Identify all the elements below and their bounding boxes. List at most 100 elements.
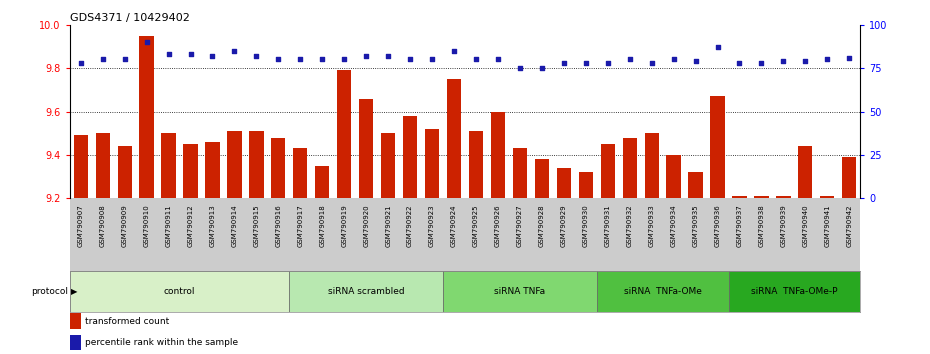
Bar	[140, 36, 153, 198]
Point	[183, 51, 198, 57]
Point	[711, 45, 725, 50]
Text: GSM790932: GSM790932	[627, 204, 632, 247]
Bar	[293, 148, 308, 198]
Text: GSM790923: GSM790923	[429, 204, 435, 247]
Bar	[820, 196, 834, 198]
Text: GSM790939: GSM790939	[780, 204, 787, 247]
Bar	[249, 131, 263, 198]
Text: GSM790917: GSM790917	[298, 204, 303, 247]
Bar	[272, 137, 286, 198]
Point	[446, 48, 461, 53]
Bar	[728, 271, 860, 312]
Bar	[381, 133, 395, 198]
Bar	[843, 157, 857, 198]
Bar	[183, 144, 198, 198]
Text: GSM790922: GSM790922	[407, 204, 413, 246]
Point	[798, 58, 813, 64]
Text: GSM790933: GSM790933	[648, 204, 655, 247]
Point	[732, 60, 747, 66]
Bar	[403, 116, 418, 198]
Bar	[512, 148, 527, 198]
Point	[380, 53, 395, 59]
Point	[161, 51, 176, 57]
Point	[271, 57, 286, 62]
Bar	[754, 196, 768, 198]
Bar	[469, 131, 483, 198]
Text: GSM790937: GSM790937	[737, 204, 742, 247]
Text: GSM790919: GSM790919	[341, 204, 347, 247]
Point	[73, 60, 88, 66]
Text: siRNA  TNFa-OMe: siRNA TNFa-OMe	[624, 287, 701, 296]
Point	[403, 57, 418, 62]
Point	[666, 57, 681, 62]
Bar	[777, 196, 790, 198]
Text: GSM790920: GSM790920	[364, 204, 369, 247]
Text: GSM790941: GSM790941	[824, 204, 830, 247]
Text: GSM790911: GSM790911	[166, 204, 171, 247]
Text: GSM790927: GSM790927	[517, 204, 523, 247]
Text: GSM790910: GSM790910	[143, 204, 150, 247]
Point	[842, 55, 857, 61]
Bar	[597, 271, 728, 312]
Text: siRNA scrambled: siRNA scrambled	[328, 287, 405, 296]
Bar	[70, 271, 289, 312]
Text: GSM790931: GSM790931	[604, 204, 611, 247]
Point	[337, 57, 352, 62]
Text: GSM790926: GSM790926	[495, 204, 501, 247]
Text: GSM790912: GSM790912	[188, 204, 193, 247]
Point	[688, 58, 703, 64]
Point	[117, 57, 132, 62]
Bar	[206, 142, 219, 198]
Bar	[447, 79, 461, 198]
Bar	[443, 271, 597, 312]
Point	[754, 60, 769, 66]
Text: siRNA  TNFa-OMe-P: siRNA TNFa-OMe-P	[751, 287, 838, 296]
Text: GSM790913: GSM790913	[209, 204, 216, 247]
Text: GSM790928: GSM790928	[538, 204, 545, 247]
Bar	[557, 168, 571, 198]
Point	[556, 60, 571, 66]
Text: GSM790907: GSM790907	[78, 204, 84, 247]
Point	[469, 57, 484, 62]
Text: GSM790921: GSM790921	[385, 204, 392, 247]
Text: GSM790930: GSM790930	[583, 204, 589, 247]
Text: GSM790934: GSM790934	[671, 204, 677, 247]
Text: GSM790938: GSM790938	[759, 204, 764, 247]
Point	[359, 53, 374, 59]
Bar	[732, 196, 747, 198]
Bar	[337, 70, 352, 198]
Text: GSM790935: GSM790935	[693, 204, 698, 247]
Bar	[711, 96, 724, 198]
Text: GSM790929: GSM790929	[561, 204, 566, 247]
Bar	[315, 166, 329, 198]
Bar	[73, 135, 87, 198]
Point	[512, 65, 527, 71]
Bar	[667, 155, 681, 198]
Bar	[578, 172, 593, 198]
Point	[535, 65, 550, 71]
Text: percentile rank within the sample: percentile rank within the sample	[85, 338, 238, 347]
Bar	[117, 146, 132, 198]
Text: transformed count: transformed count	[85, 316, 169, 326]
Point	[578, 60, 593, 66]
Bar	[644, 133, 658, 198]
Text: GSM790940: GSM790940	[803, 204, 808, 247]
Point	[490, 57, 505, 62]
Bar	[289, 271, 443, 312]
Text: control: control	[164, 287, 195, 296]
Text: GSM790918: GSM790918	[319, 204, 325, 247]
Text: protocol: protocol	[31, 287, 68, 296]
Point	[600, 60, 615, 66]
Bar	[798, 146, 813, 198]
Point	[776, 58, 790, 64]
Bar	[491, 112, 505, 198]
Point	[820, 57, 835, 62]
Bar	[688, 172, 703, 198]
Text: GSM790925: GSM790925	[473, 204, 479, 246]
Point	[425, 57, 440, 62]
Bar	[601, 144, 615, 198]
Bar	[535, 159, 549, 198]
Text: siRNA TNFa: siRNA TNFa	[495, 287, 546, 296]
Bar	[359, 98, 373, 198]
Text: GSM790924: GSM790924	[451, 204, 457, 246]
